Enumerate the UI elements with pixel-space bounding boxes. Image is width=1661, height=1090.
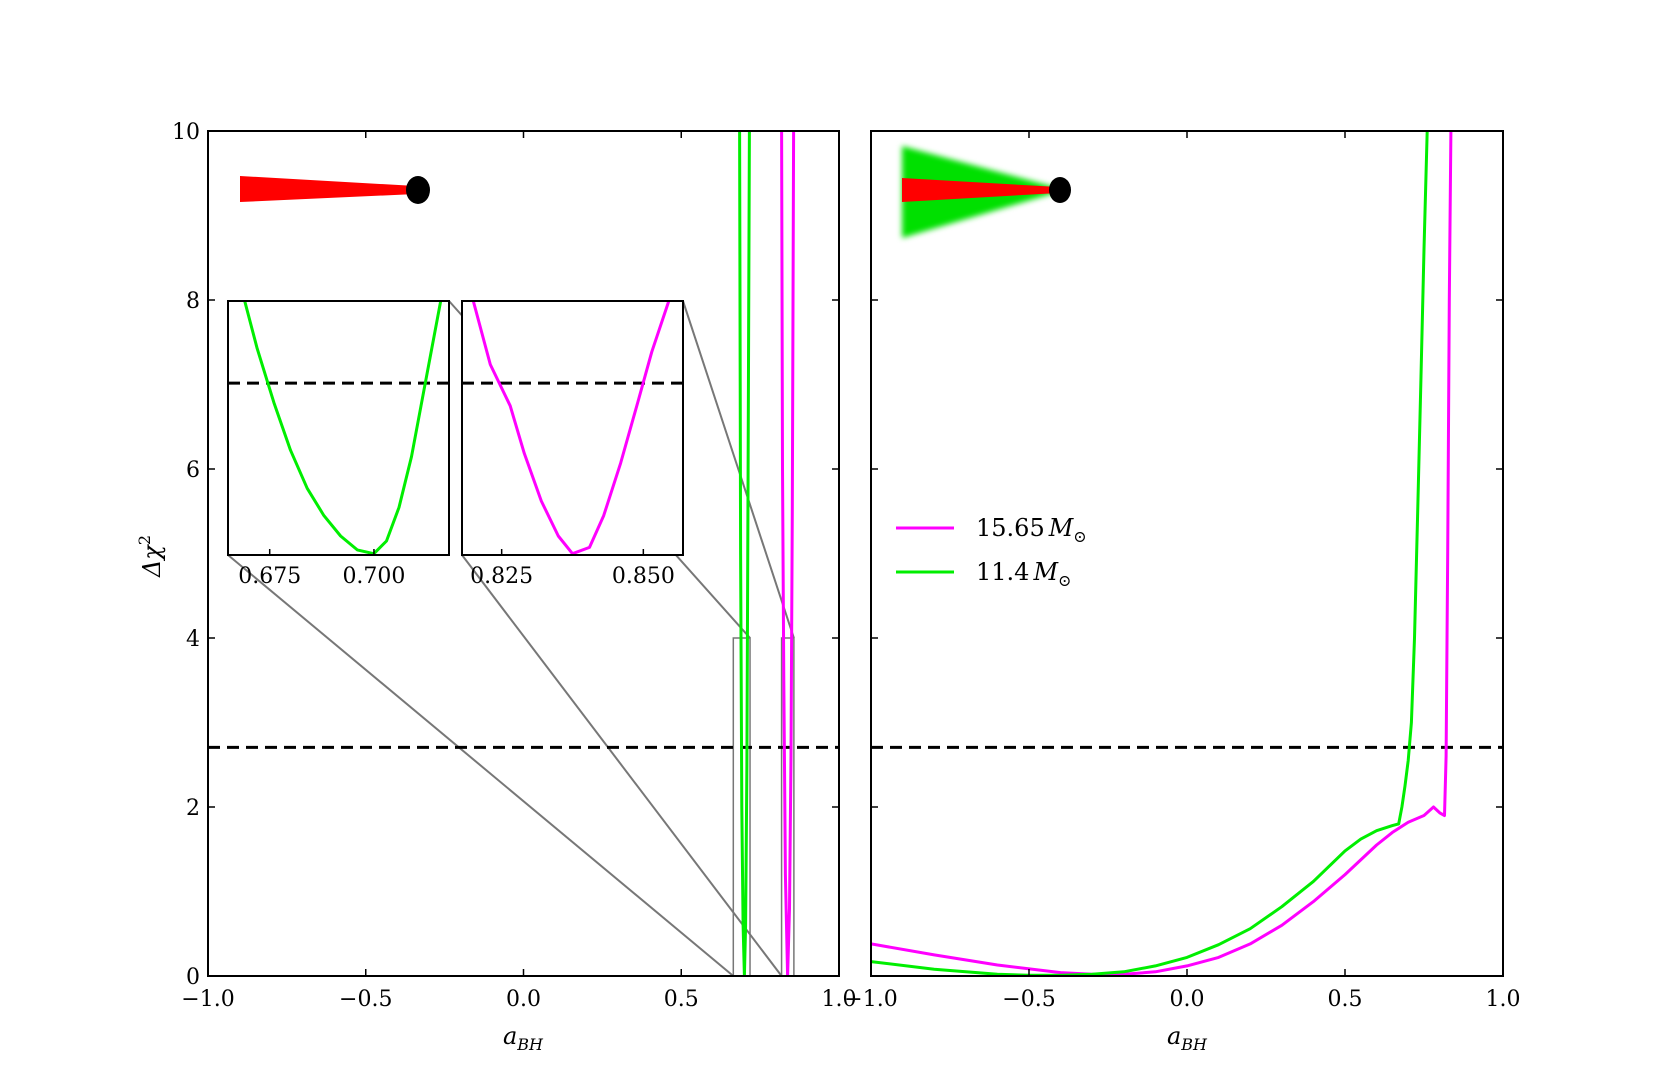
legend: 15.65 M⊙ 11.4 M⊙ <box>896 514 1087 590</box>
inset-2-curve <box>471 301 671 555</box>
left-series-magenta-line <box>780 131 796 976</box>
zoom-connector-2 <box>682 300 795 639</box>
thin-disk-shape <box>240 176 416 202</box>
right-axes-frame <box>870 130 1504 977</box>
left-ytick-label: 8 <box>186 289 200 314</box>
inset-1: 0.675 0.700 <box>227 300 450 589</box>
left-xtick-label: 1.0 <box>822 987 857 1012</box>
thin-disk-shape <box>902 178 1058 202</box>
right-plot-area <box>871 131 1503 976</box>
right-panel: −1.0 −0.5 0.0 0.5 1.0 15.65 M⊙ 11.4 M⊙ aBH <box>844 130 1521 1054</box>
left-ylabel: Δχ2 <box>135 535 166 578</box>
right-xtick-label: 1.0 <box>1486 987 1521 1012</box>
right-series-group <box>871 131 1453 976</box>
left-series-green-line <box>738 131 751 976</box>
black-hole-icon <box>1049 177 1071 203</box>
inset-2-xtick-label: 0.825 <box>470 564 533 589</box>
inset-1-xtick-label: 0.700 <box>342 564 405 589</box>
corona-disk-icon <box>902 146 1071 238</box>
inset-2: 0.825 0.850 <box>461 300 684 589</box>
legend-label: 15.65 M⊙ <box>976 514 1087 546</box>
inset-2-xtick-label: 0.850 <box>612 564 675 589</box>
right-xtick-label: −0.5 <box>1002 987 1055 1012</box>
left-xtick-label: 0.0 <box>506 987 541 1012</box>
inset-1-frame <box>227 300 450 556</box>
zoom-connector-2 <box>461 554 783 977</box>
left-ytick-label: 10 <box>172 120 200 145</box>
left-ytick-label: 4 <box>186 627 200 652</box>
left-xtick-label: −0.5 <box>339 987 392 1012</box>
left-ytick-label: 2 <box>186 796 200 821</box>
right-series-green-line <box>871 131 1429 976</box>
left-ytick-label: 6 <box>186 458 200 483</box>
inset-1-line <box>243 301 443 555</box>
thin-disk-icon <box>240 176 430 204</box>
black-hole-icon <box>406 176 430 204</box>
right-xlabel: aBH <box>1167 1022 1208 1054</box>
left-xtick-label: 0.5 <box>664 987 699 1012</box>
inset-1-curve <box>243 301 443 555</box>
inset-2-frame <box>461 300 684 556</box>
inset-2-line <box>471 301 671 555</box>
left-panel: −1.0 −0.5 0.0 0.5 1.0 0 2 4 6 8 10 0.675 0.700 0.82… <box>135 120 857 1054</box>
zoom-connector-1 <box>227 554 734 977</box>
left-series-group <box>738 131 796 976</box>
legend-label: 11.4 M⊙ <box>976 558 1071 590</box>
right-xtick-label: 0.0 <box>1170 987 1205 1012</box>
zoom-box-2 <box>780 637 795 976</box>
right-xtick-label: −1.0 <box>844 987 897 1012</box>
left-ytick-label: 0 <box>186 965 200 990</box>
right-xtick-label: 0.5 <box>1328 987 1363 1012</box>
left-ticks: −1.0 −0.5 0.0 0.5 1.0 0 2 4 6 8 10 <box>172 120 857 1012</box>
left-plot-area <box>208 131 839 976</box>
left-xtick-label: −1.0 <box>181 987 234 1012</box>
right-ticks: −1.0 −0.5 0.0 0.5 1.0 <box>844 130 1521 1012</box>
left-xlabel: aBH <box>503 1022 544 1054</box>
right-series-magenta-line <box>871 131 1453 976</box>
inset-1-xtick-label: 0.675 <box>238 564 301 589</box>
